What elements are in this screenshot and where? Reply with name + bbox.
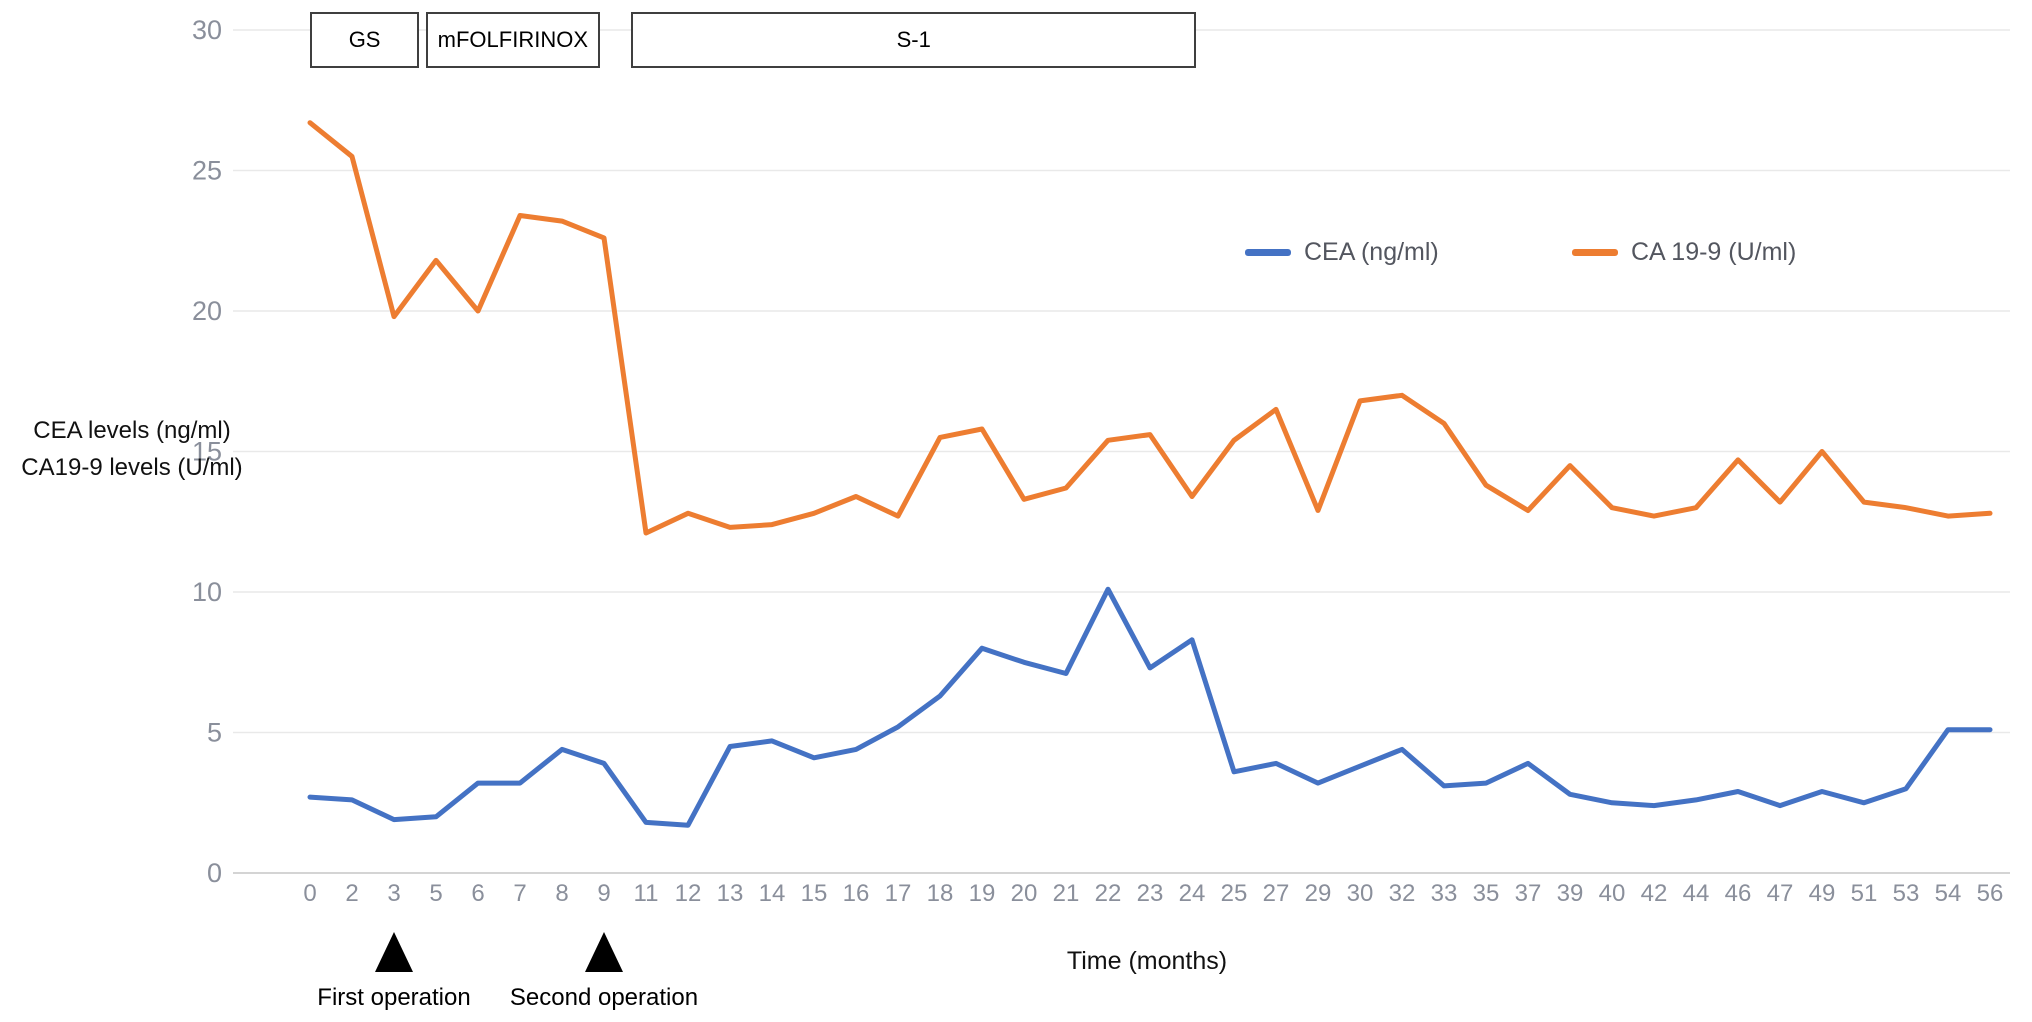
second-operation-triangle-icon (585, 932, 623, 972)
first-operation-triangle-icon (375, 932, 413, 972)
x-tick-label-37: 37 (1515, 880, 1542, 907)
x-tick-label-5: 5 (429, 880, 442, 907)
treatment-box-gs: GS (310, 12, 420, 68)
y-axis-title-line2: CA19-9 levels (U/ml) (21, 454, 243, 481)
x-tick-label-53: 53 (1893, 880, 1920, 907)
x-tick-label-30: 30 (1347, 880, 1374, 907)
x-tick-label-25: 25 (1221, 880, 1248, 907)
y-tick-label-30: 30 (192, 15, 222, 45)
x-tick-label-29: 29 (1305, 880, 1332, 907)
treatment-label-mfolfirinox: mFOLFIRINOX (437, 27, 589, 52)
treatment-label-gs: GS (348, 27, 381, 52)
x-tick-label-19: 19 (969, 880, 996, 907)
cea-line-swatch (1245, 248, 1291, 256)
legend-label-cea: CEA (ng/ml) (1304, 237, 1439, 266)
x-tick-label-35: 35 (1473, 880, 1500, 907)
x-tick-label-18: 18 (927, 880, 954, 907)
x-tick-label-13: 13 (717, 880, 744, 907)
x-tick-label-27: 27 (1263, 880, 1290, 907)
x-tick-label-46: 46 (1725, 880, 1752, 907)
series-line-cea (307, 586, 1993, 828)
x-tick-label-2: 2 (345, 880, 358, 907)
treatment-box-s1: S-1 (631, 12, 1197, 68)
series-line-ca19-9 (307, 120, 1993, 536)
second-operation-label: Second operation (509, 984, 699, 1011)
x-tick-label-24: 24 (1179, 880, 1206, 907)
x-tick-label-11: 11 (634, 880, 659, 907)
x-tick-label-17: 17 (885, 880, 912, 907)
x-tick-label-9: 9 (597, 880, 610, 907)
x-tick-label-44: 44 (1683, 880, 1710, 907)
y-tick-label-20: 20 (192, 296, 222, 326)
x-tick-label-20: 20 (1011, 880, 1038, 907)
x-tick-label-42: 42 (1641, 880, 1668, 907)
x-axis-title: Time (months) (1066, 947, 1228, 975)
y-axis-title: CEA levels (ng/ml) CA19-9 levels (U/ml) (14, 412, 250, 486)
treatment-label-s1: S-1 (896, 27, 931, 52)
legend-item-ca19-9: CA 19-9 (U/ml) (1572, 238, 1796, 266)
x-tick-label-51: 51 (1851, 880, 1878, 907)
x-tick-label-7: 7 (513, 880, 526, 907)
ca19-9-line-swatch (1572, 248, 1618, 256)
x-tick-label-15: 15 (801, 880, 828, 907)
treatment-box-mfolfirinox: mFOLFIRINOX (425, 12, 600, 68)
x-tick-label-21: 21 (1053, 880, 1080, 907)
legend-label-ca19-9: CA 19-9 (U/ml) (1631, 237, 1797, 266)
x-tick-label-3: 3 (387, 880, 400, 907)
x-tick-label-8: 8 (555, 880, 568, 907)
x-tick-label-23: 23 (1137, 880, 1164, 907)
legend-item-cea: CEA (ng/ml) (1245, 238, 1439, 266)
x-tick-label-39: 39 (1557, 880, 1584, 907)
x-tick-label-6: 6 (471, 880, 484, 907)
x-tick-label-12: 12 (675, 880, 702, 907)
y-tick-label-5: 5 (207, 718, 222, 748)
y-axis-title-line1: CEA levels (ng/ml) (33, 417, 231, 444)
x-tick-label-40: 40 (1599, 880, 1626, 907)
x-tick-label-49: 49 (1809, 880, 1836, 907)
x-tick-label-56: 56 (1977, 880, 2004, 907)
y-tick-label-25: 25 (192, 156, 222, 186)
y-tick-label-10: 10 (192, 577, 222, 607)
x-tick-label-0: 0 (303, 880, 316, 907)
x-tick-label-33: 33 (1431, 880, 1458, 907)
x-tick-label-47: 47 (1767, 880, 1794, 907)
x-tick-label-22: 22 (1095, 880, 1122, 907)
x-tick-label-14: 14 (759, 880, 786, 907)
x-tick-label-16: 16 (843, 880, 870, 907)
y-tick-label-15: 15 (192, 437, 222, 467)
y-tick-label-0: 0 (207, 858, 222, 888)
x-tick-label-32: 32 (1389, 880, 1416, 907)
first-operation-label: First operation (317, 984, 471, 1011)
x-tick-label-54: 54 (1935, 880, 1962, 907)
